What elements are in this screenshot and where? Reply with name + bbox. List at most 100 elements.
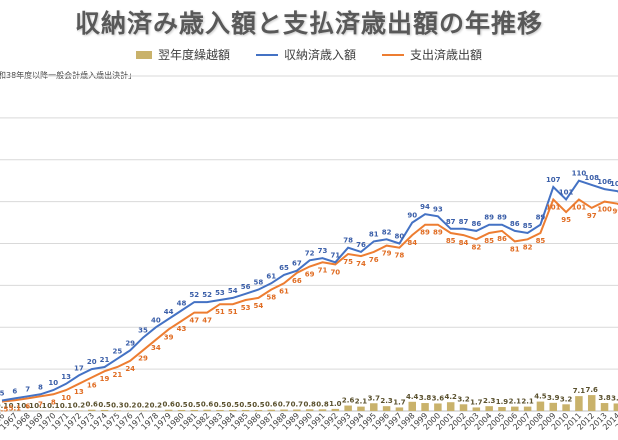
data-label-carryover: 1.9 — [496, 398, 509, 406]
data-label-revenue: 87 — [446, 218, 456, 226]
data-label-carryover: 3.7 — [368, 394, 381, 402]
data-label-expenditure: 39 — [164, 333, 174, 341]
data-label-carryover: 0.7 — [278, 401, 291, 409]
data-label-revenue: 85 — [523, 222, 533, 230]
data-label-revenue: 73 — [318, 247, 328, 255]
data-label-expenditure: 51 — [228, 308, 238, 316]
data-label-carryover: 4.2 — [444, 393, 457, 401]
data-label-carryover: 0.8 — [316, 400, 329, 408]
bar-carryover — [280, 409, 288, 411]
data-label-revenue: 78 — [343, 237, 353, 245]
data-label-revenue: 80 — [395, 233, 405, 241]
legend-entry-revenue: 収納済歳入額 — [255, 46, 356, 63]
data-label-carryover: 0.2 — [150, 402, 163, 410]
data-label-expenditure: 100 — [597, 206, 612, 214]
data-label-expenditure: 29 — [138, 354, 148, 362]
data-label-expenditure: 13 — [74, 388, 84, 396]
data-label-revenue: 89 — [536, 214, 546, 222]
chart-title: 収納済み歳入額と支払済歳出額の年推移 — [74, 9, 543, 38]
data-label-carryover: 0.1 — [0, 402, 8, 410]
bar-carryover — [305, 409, 314, 411]
data-label-revenue: 5 — [0, 390, 5, 398]
data-label-carryover: 2.3 — [380, 397, 393, 405]
data-label-carryover: 0.6 — [265, 401, 278, 409]
bar-carryover — [229, 409, 237, 411]
bar-carryover — [575, 396, 583, 411]
data-label-revenue: 48 — [177, 300, 187, 308]
data-label-revenue: 40 — [151, 316, 161, 324]
data-label-expenditure: 10 — [61, 394, 71, 402]
data-label-carryover: 2.1 — [355, 398, 368, 406]
data-label-carryover: 0.1 — [9, 402, 22, 410]
data-label-expenditure: 19 — [100, 375, 110, 383]
data-label-carryover: 7.6 — [586, 386, 599, 394]
data-label-carryover: 0.6 — [201, 401, 214, 409]
data-label-carryover: 0.7 — [291, 401, 304, 409]
data-label-revenue: 10 — [48, 379, 58, 387]
legend-swatch-expenditure — [382, 53, 404, 56]
data-label-revenue: 106 — [597, 178, 612, 186]
data-label-expenditure: 7 — [38, 400, 43, 408]
data-label-revenue: 65 — [279, 264, 289, 272]
data-label-carryover: 0.2 — [73, 402, 86, 410]
bar-carryover — [511, 406, 519, 411]
data-label-expenditure: 81 — [510, 245, 520, 253]
bar-carryover — [562, 404, 570, 411]
data-label-expenditure: 16 — [87, 382, 97, 390]
data-label-revenue: 93 — [433, 205, 443, 213]
data-label-carryover: 0.5 — [252, 401, 265, 409]
bar-carryover — [100, 409, 109, 411]
data-label-expenditure: 86 — [497, 235, 507, 243]
data-label-carryover: 0.1 — [21, 402, 34, 410]
data-label-revenue: 61 — [266, 272, 276, 280]
data-label-expenditure: 82 — [471, 243, 481, 251]
data-label-expenditure: 47 — [202, 317, 212, 325]
data-label-expenditure: 58 — [266, 294, 276, 302]
data-label-expenditure: 99 — [612, 208, 618, 216]
data-label-expenditure: 43 — [177, 325, 187, 333]
data-label-carryover: 0.5 — [188, 401, 201, 409]
data-label-revenue: 94 — [420, 203, 430, 211]
data-label-carryover: 2.1 — [521, 398, 534, 406]
legend-entry-expenditure: 支出済歳出額 — [382, 46, 482, 63]
data-label-revenue: 7 — [25, 385, 30, 393]
bar-carryover — [434, 403, 442, 411]
data-label-expenditure: 71 — [318, 266, 328, 274]
bar-carryover — [498, 407, 506, 411]
data-label-carryover: 0.2 — [124, 402, 137, 410]
data-label-expenditure: 85 — [484, 237, 494, 245]
data-label-expenditure: 5.1 — [9, 404, 22, 412]
data-label-carryover: 3.6 — [611, 394, 618, 402]
data-label-carryover: 3.2 — [560, 395, 573, 403]
bar-carryover — [113, 410, 122, 411]
bar-carryover — [446, 402, 455, 411]
bar-carryover — [87, 409, 96, 411]
bar-carryover — [382, 406, 391, 411]
data-label-expenditure: 74 — [356, 260, 366, 268]
data-label-expenditure: 51 — [215, 308, 225, 316]
data-label-carryover: 0.5 — [239, 401, 252, 409]
data-label-expenditure: 53 — [241, 304, 251, 312]
data-label-carryover: 2.1 — [509, 398, 522, 406]
data-label-carryover: 3.8 — [598, 394, 611, 402]
bar-carryover — [293, 409, 301, 411]
bar-carryover — [587, 395, 596, 411]
data-label-revenue: 87 — [459, 218, 469, 226]
data-label-expenditure: 84 — [407, 239, 417, 247]
data-label-carryover: 2.6 — [342, 397, 355, 405]
legend-label-carryover: 翌年度繰越額 — [157, 48, 230, 62]
data-label-carryover: 3.6 — [432, 394, 445, 402]
data-label-revenue: 53 — [215, 289, 225, 297]
data-label-revenue: 101 — [559, 189, 574, 197]
data-label-expenditure: 70 — [330, 268, 340, 276]
data-label-carryover: 3.8 — [419, 394, 432, 402]
data-label-revenue: 76 — [356, 241, 366, 249]
bar-carryover — [600, 403, 609, 411]
bar-carryover — [485, 406, 493, 411]
data-label-expenditure: 97 — [587, 212, 597, 220]
data-label-revenue: 17 — [74, 364, 84, 372]
data-label-carryover: 0.3 — [111, 401, 124, 409]
line-revenue — [1, 179, 618, 402]
data-label-expenditure: 89 — [420, 229, 430, 237]
bar-carryover — [370, 403, 378, 411]
